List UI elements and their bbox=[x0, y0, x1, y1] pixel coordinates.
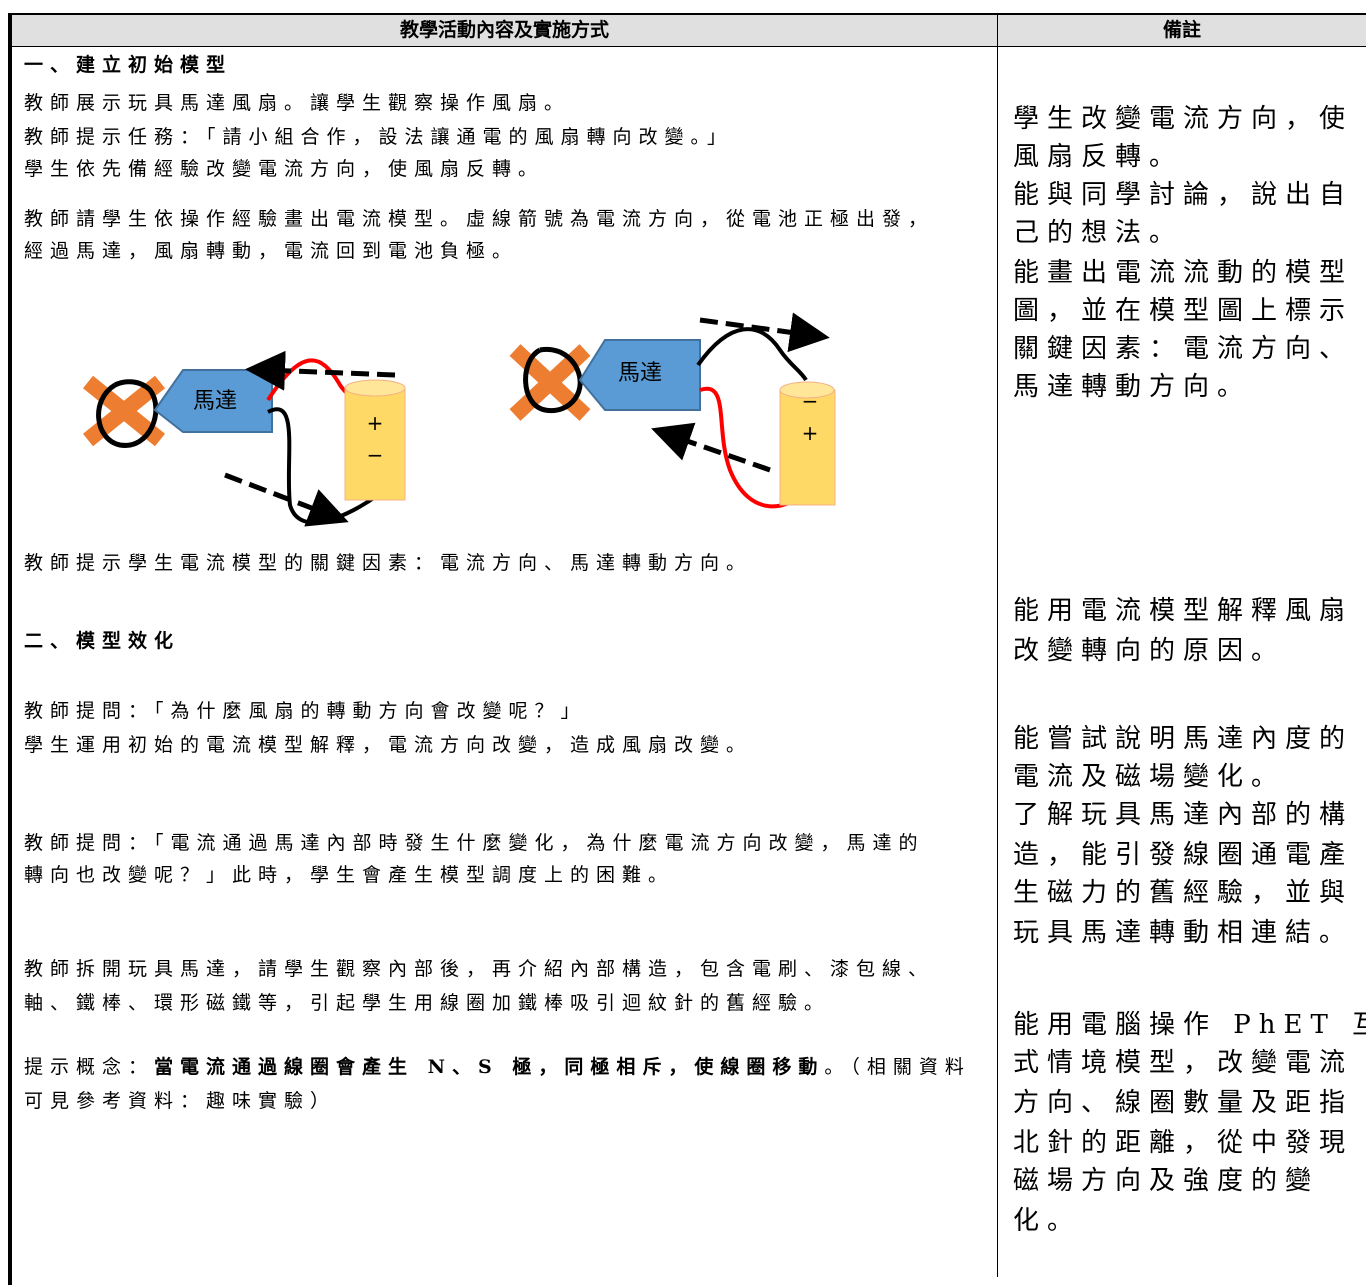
activity-line: 學生依先備經驗改變電流方向，使風扇反轉。 bbox=[24, 154, 544, 181]
note-line: 能與同學討論，說出自 bbox=[1013, 180, 1354, 210]
battery-label: + bbox=[367, 411, 384, 435]
column-divider bbox=[997, 15, 998, 1277]
activity-line: 學生運用初始的電流模型解釋，電流方向改變，造成風扇改變。 bbox=[24, 730, 752, 757]
note-line: 馬達轉動方向。 bbox=[1013, 372, 1252, 402]
text-segment: 一、建立初始模型 bbox=[24, 54, 233, 76]
text-segment: 提示概念： bbox=[24, 1056, 155, 1078]
motor-label: 馬達 bbox=[618, 361, 662, 386]
activity-line: 經過馬達，風扇轉動，電流回到電池負極。 bbox=[24, 236, 518, 263]
activity-line: 教師提問：「為什麼風扇的轉動方向會改變呢？」 bbox=[24, 696, 587, 723]
note-line: 能畫出電流流動的模型 bbox=[1013, 258, 1354, 288]
motor-label: 馬達 bbox=[193, 389, 237, 414]
note-line: 方向、線圈數量及距指 bbox=[1013, 1088, 1354, 1118]
note-line: 學生改變電流方向，使 bbox=[1013, 104, 1354, 134]
header-bg bbox=[12, 15, 1366, 47]
text-segment: 教師請學生依操作經驗畫出電流模型。虛線箭號為電流方向，從電池正極出發， bbox=[24, 208, 935, 230]
text-segment: 當電流通過線圈會產生 N、S 極，同極相斥，使線圈移動 bbox=[154, 1056, 825, 1078]
header-cell: 備註 bbox=[1162, 19, 1201, 41]
activity-line: 教師展示玩具馬達風扇。讓學生觀察操作風扇。 bbox=[24, 88, 570, 115]
note-line: 能嘗試說明馬達內度的 bbox=[1013, 724, 1354, 754]
note-line: 改變轉向的原因。 bbox=[1013, 636, 1286, 666]
text-segment: 學生運用初始的電流模型解釋，電流方向改變，造成風扇改變。 bbox=[24, 734, 753, 756]
note-line: 己的想法。 bbox=[1013, 218, 1184, 248]
text-segment: 教師提示學生電流模型的關鍵因素：電流方向、馬達轉動方向。 bbox=[24, 552, 753, 574]
right-model: 馬達 − + bbox=[509, 312, 836, 509]
diagram: 馬達 + − 馬達 − + bbox=[82, 312, 836, 527]
left-model: 馬達 + − bbox=[82, 350, 406, 527]
table-frame bbox=[8, 13, 1366, 1285]
note-line: 能用電腦操作 PhET 互動 bbox=[1013, 1010, 1366, 1040]
text-segment: 經過馬達，風扇轉動，電流回到電池負極。 bbox=[24, 240, 519, 262]
battery-label: + bbox=[802, 421, 819, 445]
text-segment: 軸、鐵棒、環形磁鐵等，引起學生用線圈加鐵棒吸引迴紋針的舊經驗。 bbox=[24, 992, 831, 1014]
activity-line: 軸、鐵棒、環形磁鐵等，引起學生用線圈加鐵棒吸引迴紋針的舊經驗。 bbox=[24, 988, 830, 1015]
note-line: 了解玩具馬達內部的構 bbox=[1013, 800, 1354, 830]
text-segment: 。（相關資料 bbox=[824, 1056, 971, 1078]
note-line: 電流及磁場變化。 bbox=[1013, 762, 1286, 792]
note-line: 玩具馬達轉動相連結。 bbox=[1013, 918, 1354, 948]
note-line: 磁場方向及強度的變 bbox=[1013, 1166, 1320, 1196]
text-segment: 學生依先備經驗改變電流方向，使風扇反轉。 bbox=[24, 158, 545, 180]
text-segment: 轉向也改變呢？」此時，學生會產生模型調度上的困難。 bbox=[24, 864, 675, 886]
activity-line: 教師提示任務：「請小組合作，設法讓通電的風扇轉向改變。」 bbox=[24, 122, 733, 149]
activity-line: 教師提示學生電流模型的關鍵因素：電流方向、馬達轉動方向。 bbox=[24, 548, 752, 575]
battery-label: − bbox=[802, 389, 819, 413]
text-segment: 教師提問：「電流通過馬達內部時發生什麼變化，為什麼電流方向改變，馬達的 bbox=[24, 832, 925, 854]
activity-line: 可見參考資料：趣味實驗） bbox=[24, 1086, 336, 1113]
activity-line: 一、建立初始模型 bbox=[24, 50, 232, 77]
text-segment: 教師提問：「為什麼風扇的轉動方向會改變呢？」 bbox=[24, 700, 587, 722]
note-line: 圖，並在模型圖上標示 bbox=[1013, 296, 1354, 326]
note-line: 生磁力的舊經驗，並與 bbox=[1013, 878, 1354, 908]
activity-line: 二、模型效化 bbox=[24, 626, 180, 653]
note-line: 北針的距離，從中發現 bbox=[1013, 1128, 1354, 1158]
activity-line: 教師提問：「電流通過馬達內部時發生什麼變化，為什麼電流方向改變，馬達的 bbox=[24, 828, 925, 855]
note-line: 關鍵因素：電流方向、 bbox=[1013, 334, 1354, 364]
note-line: 化。 bbox=[1013, 1206, 1082, 1236]
activity-line: 教師請學生依操作經驗畫出電流模型。虛線箭號為電流方向，從電池正極出發， bbox=[24, 204, 934, 231]
activity-line: 教師拆開玩具馬達，請學生觀察內部後，再介紹內部構造，包含電刷、漆包線、 bbox=[24, 954, 934, 981]
battery-label: − bbox=[367, 443, 384, 467]
text-segment: 教師提示任務：「請小組合作，設法讓通電的風扇轉向改變。」 bbox=[24, 126, 734, 148]
note-line: 風扇反轉。 bbox=[1013, 142, 1184, 172]
text-segment: 教師拆開玩具馬達，請學生觀察內部後，再介紹內部構造，包含電刷、漆包線、 bbox=[24, 958, 935, 980]
text-segment: 教師展示玩具馬達風扇。讓學生觀察操作風扇。 bbox=[24, 92, 571, 114]
activity-line: 提示概念：當電流通過線圈會產生 N、S 極，同極相斥，使線圈移動。（相關資料 bbox=[24, 1052, 971, 1079]
text-segment: 可見參考資料：趣味實驗） bbox=[24, 1090, 337, 1112]
activity-line: 轉向也改變呢？」此時，學生會產生模型調度上的困難。 bbox=[24, 860, 674, 887]
header-cell: 教學活動內容及實施方式 bbox=[399, 19, 609, 41]
note-line: 造，能引發線圈通電產 bbox=[1013, 840, 1354, 870]
note-line: 能用電流模型解釋風扇 bbox=[1013, 596, 1354, 626]
note-line: 式情境模型，改變電流 bbox=[1013, 1048, 1354, 1078]
text-segment: 二、模型效化 bbox=[24, 630, 181, 652]
